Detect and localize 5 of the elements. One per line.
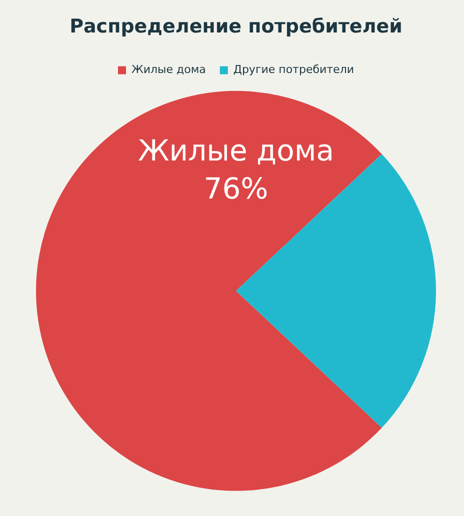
legend-label: Жилые дома [132,63,206,76]
chart-title: Распределение потребителей [70,15,402,38]
slice-label: Жилые дома [138,133,334,168]
data-label: 76% [204,171,268,206]
legend-label: Другие потребители [233,63,354,76]
